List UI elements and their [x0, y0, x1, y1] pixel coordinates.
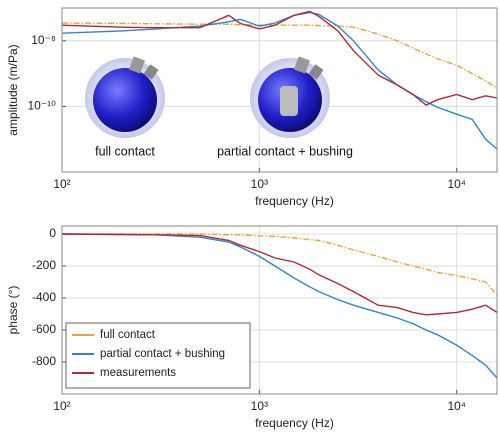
bushing: [280, 86, 298, 116]
y-axis-label: amplitude (m/Pa): [6, 44, 20, 135]
y-tick-label: 10⁻¹⁰: [28, 99, 57, 113]
sphere: [93, 68, 157, 132]
annotation: full contact: [95, 144, 155, 158]
x-tick-label: 10⁴: [447, 177, 466, 191]
y-tick-label: -200: [32, 258, 56, 272]
legend: full contact partial contact + bushing mea…: [66, 323, 250, 388]
x-axis-label: frequency (Hz): [255, 194, 334, 208]
legend-label: full contact: [100, 329, 156, 341]
y-tick-label: -400: [32, 290, 56, 304]
y-tick-label: 0: [49, 226, 56, 240]
legend-label: partial contact + bushing: [100, 348, 225, 360]
figure: 10² 10³ 10⁴ 10⁻⁸ 10⁻¹⁰ frequency (Hz) amplitud…: [0, 0, 499, 439]
x-axis-label: frequency (Hz): [255, 416, 334, 430]
annotation: partial contact + bushing: [217, 144, 353, 158]
x-tick-label: 10²: [53, 399, 70, 413]
y-tick-label: -800: [32, 354, 56, 368]
y-axis-label: phase (°): [6, 286, 20, 335]
x-tick-label: 10⁴: [447, 399, 466, 413]
legend-label: measurements: [100, 367, 176, 379]
y-tick-label: -600: [32, 322, 56, 336]
x-tick-label: 10³: [251, 177, 268, 191]
y-tick-label: 10⁻⁸: [31, 33, 56, 47]
plots: 10² 10³ 10⁴ 10⁻⁸ 10⁻¹⁰ frequency (Hz) amplitud…: [6, 8, 497, 430]
x-tick-label: 10²: [53, 177, 70, 191]
x-tick-label: 10³: [251, 399, 268, 413]
